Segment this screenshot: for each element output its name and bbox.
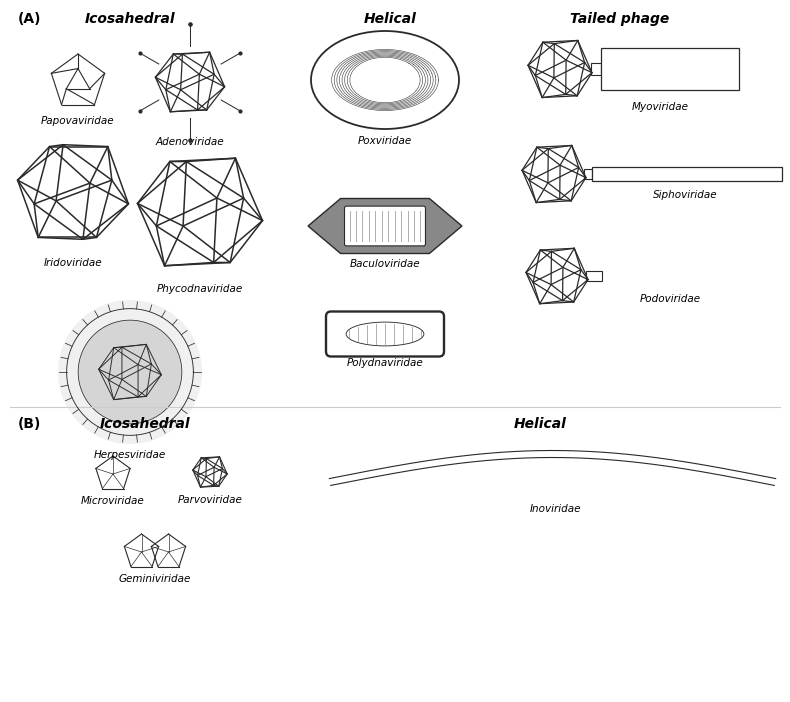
Bar: [591, 63, 600, 75]
Text: Poxviridae: Poxviridae: [358, 136, 412, 146]
Text: Inoviridae: Inoviridae: [529, 504, 581, 514]
Text: Helical: Helical: [363, 12, 416, 26]
Ellipse shape: [58, 300, 202, 444]
Text: Icosahedral: Icosahedral: [85, 12, 175, 26]
Bar: [586, 271, 602, 281]
Text: Microviridae: Microviridae: [81, 496, 145, 506]
Text: Icosahedral: Icosahedral: [100, 417, 190, 431]
Text: Iridoviridae: Iridoviridae: [43, 258, 103, 268]
Text: Helical: Helical: [514, 417, 566, 431]
Text: Adenoviridae: Adenoviridae: [156, 137, 224, 147]
Ellipse shape: [78, 320, 182, 424]
Text: (A): (A): [18, 12, 42, 26]
Text: Phycodnaviridae: Phycodnaviridae: [157, 284, 243, 294]
Text: Podoviridae: Podoviridae: [640, 294, 702, 304]
FancyBboxPatch shape: [344, 206, 426, 246]
Text: (B): (B): [18, 417, 41, 431]
Bar: [592, 167, 782, 181]
Text: Geminiviridae: Geminiviridae: [118, 574, 191, 584]
Text: Papovaviridae: Papovaviridae: [41, 116, 115, 126]
Text: Baculoviridae: Baculoviridae: [350, 259, 420, 269]
Text: Herpesviridae: Herpesviridae: [94, 450, 166, 460]
Text: Siphoviridae: Siphoviridae: [653, 190, 717, 200]
Text: Tailed phage: Tailed phage: [570, 12, 670, 26]
Polygon shape: [308, 199, 462, 253]
Text: Myoviridae: Myoviridae: [631, 102, 689, 112]
Bar: [600, 48, 739, 90]
Text: Polydnaviridae: Polydnaviridae: [347, 358, 423, 368]
Ellipse shape: [346, 322, 424, 346]
Bar: [584, 169, 592, 179]
Text: Parvoviridae: Parvoviridae: [178, 495, 243, 505]
FancyBboxPatch shape: [326, 312, 444, 357]
